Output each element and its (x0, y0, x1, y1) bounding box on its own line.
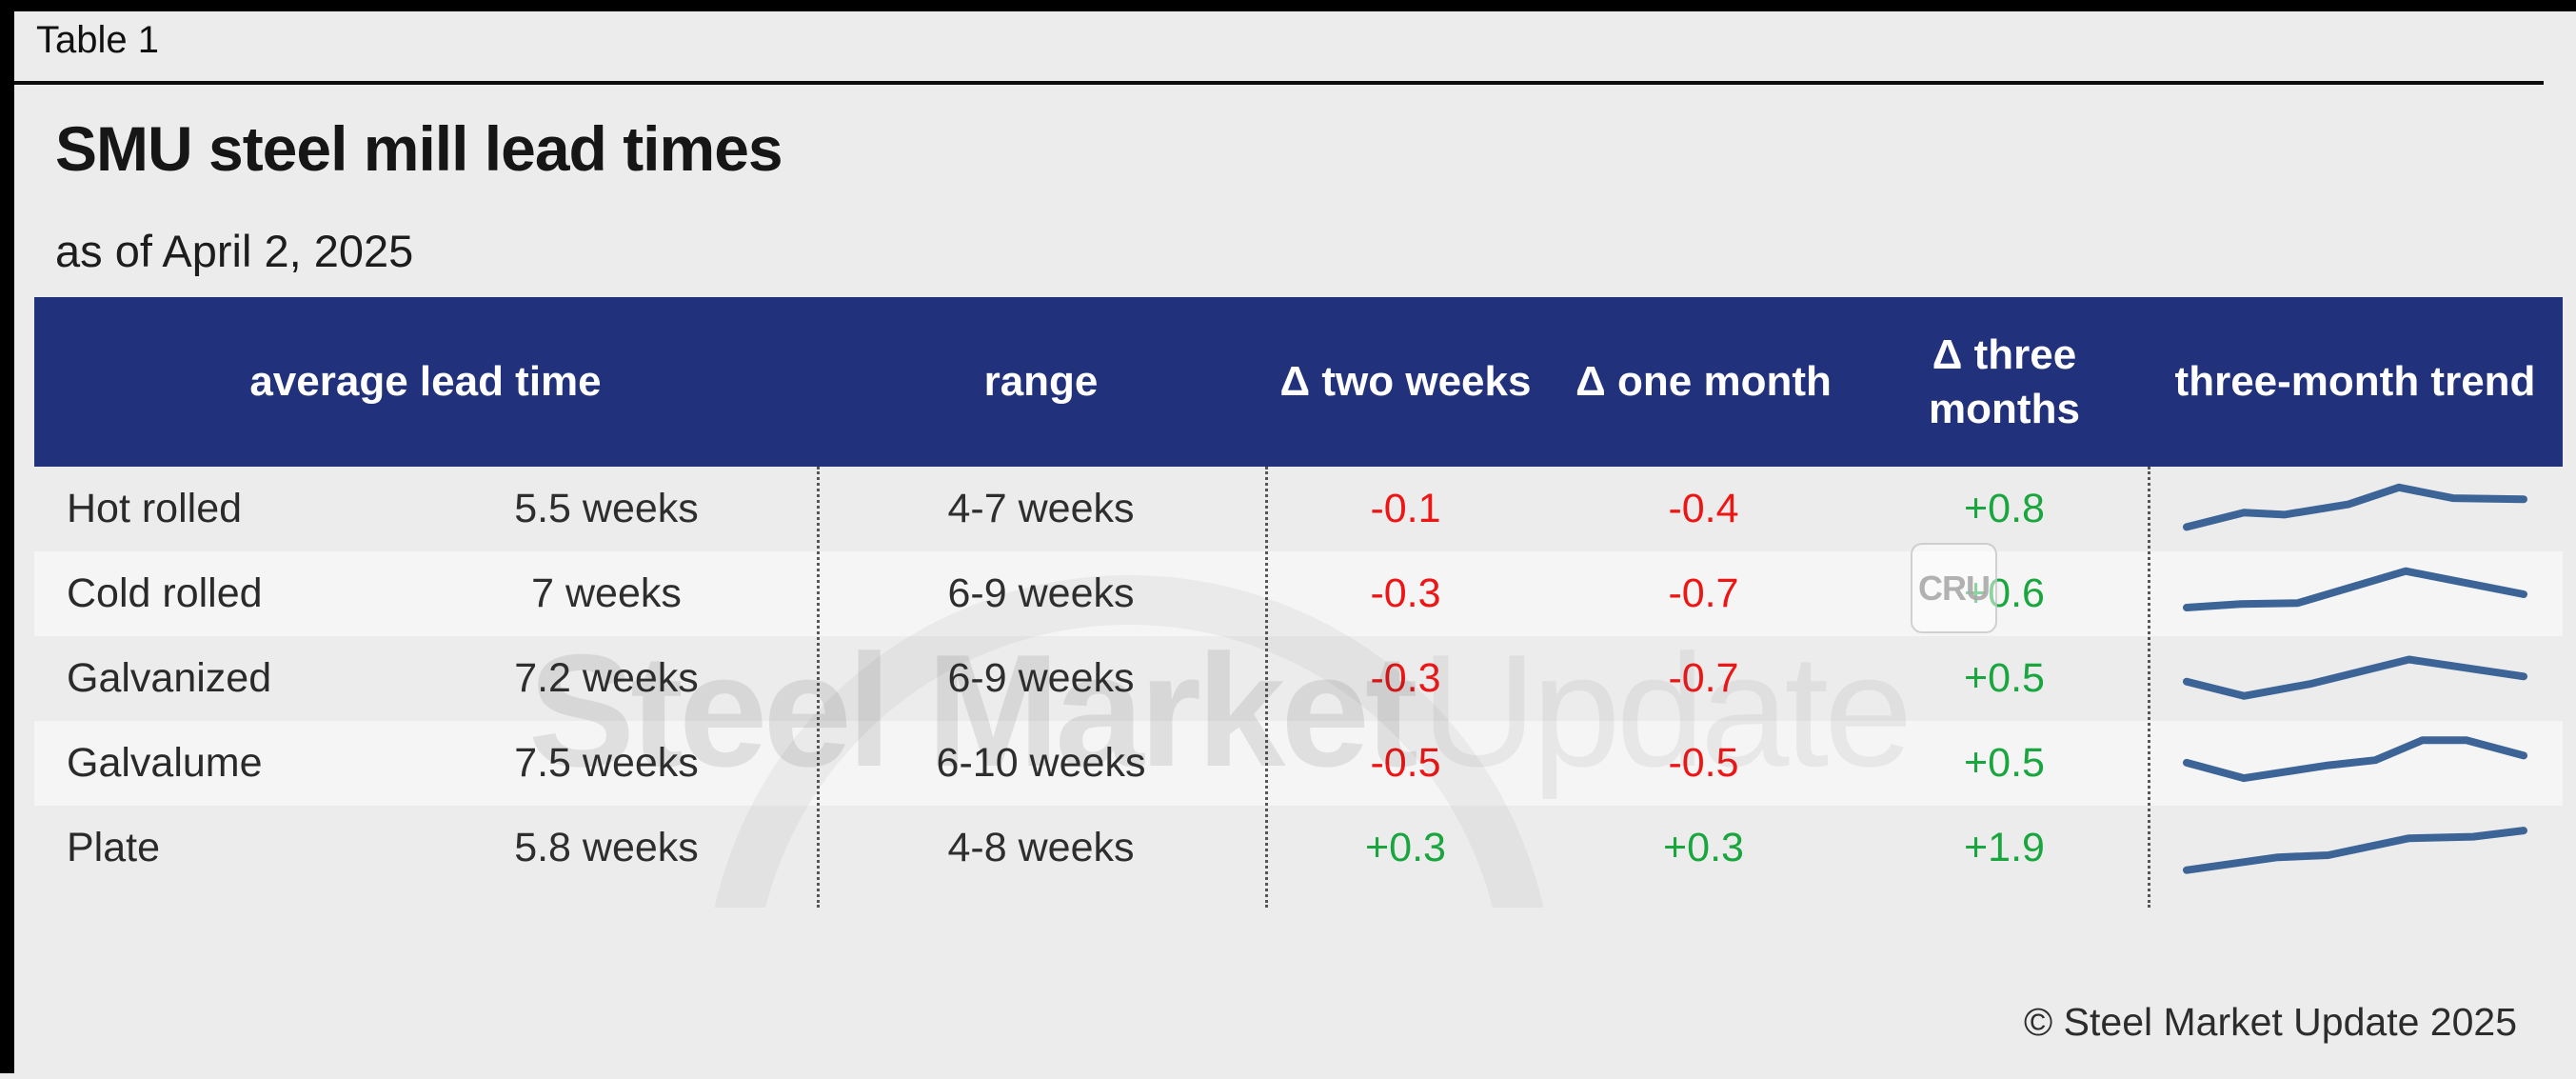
product-name-cell: Hot rolled (67, 486, 243, 531)
trend-cell (2148, 806, 2563, 890)
table-row: Hot rolled 5.5 weeks 4-7 weeks -0.1 -0.4 +0.8 (34, 467, 2563, 551)
top-frame-bar (0, 0, 2576, 11)
column-separator (817, 467, 820, 908)
trend-cell (2148, 551, 2563, 636)
range-cell: 6-9 weeks (947, 570, 1135, 616)
page-title: SMU steel mill lead times (55, 113, 783, 184)
column-separator (1265, 467, 1268, 908)
copyright-credit: © Steel Market Update 2025 (2024, 1000, 2517, 1044)
trend-cell (2148, 636, 2563, 721)
range-cell: 4-7 weeks (947, 486, 1135, 531)
d1m-cell: -0.7 (1668, 570, 1739, 616)
d2w-cell: -0.3 (1370, 655, 1441, 701)
column-separator (2148, 467, 2150, 908)
col-header-delta-three-months: Δ three months (1929, 330, 2080, 432)
col-header-three-month-trend: three-month trend (2174, 358, 2536, 406)
d3m-cell: +0.8 (1964, 486, 2045, 531)
range-cell: 6-9 weeks (947, 655, 1135, 701)
d2w-cell: +0.3 (1365, 825, 1446, 870)
col-header-delta-two-weeks: Δ two weeks (1279, 358, 1532, 406)
left-frame-bar (0, 0, 14, 1073)
col-header-delta-one-month: Δ one month (1575, 358, 1832, 406)
d3m-cell: +0.5 (1964, 740, 2045, 786)
avg-cell: 5.8 weeks (514, 825, 699, 870)
range-cell: 4-8 weeks (947, 825, 1135, 870)
table-header-row: average lead time range Δ two weeks Δ on… (34, 297, 2563, 467)
product-name-cell: Galvalume (67, 740, 263, 786)
trend-cell (2148, 467, 2563, 551)
range-cell: 6-10 weeks (936, 740, 1146, 786)
page-subtitle: as of April 2, 2025 (55, 226, 414, 276)
lead-times-table: average lead time range Δ two weeks Δ on… (34, 297, 2563, 908)
d1m-cell: -0.4 (1668, 486, 1739, 531)
d3m-cell: +0.5 (1964, 655, 2045, 701)
col-header-average-lead-time: average lead time (249, 358, 602, 406)
avg-cell: 7 weeks (531, 570, 682, 616)
trend-sparkline-icon (2183, 735, 2527, 782)
product-name-cell: Cold rolled (67, 570, 263, 616)
table-body: Hot rolled 5.5 weeks 4-7 weeks -0.1 -0.4 +0.8… (34, 467, 2563, 908)
table-tag: Table 1 (36, 19, 159, 61)
d3m-cell: +0.6 (1964, 570, 2045, 616)
trend-sparkline-icon (2183, 655, 2527, 700)
trend-sparkline-icon (2183, 567, 2527, 611)
trend-sparkline-icon (2183, 483, 2527, 530)
trend-cell (2148, 721, 2563, 806)
tag-rule-divider (14, 81, 2544, 85)
d2w-cell: -0.1 (1370, 486, 1441, 531)
avg-cell: 5.5 weeks (514, 486, 699, 531)
col-header-range: range (983, 358, 1099, 406)
d1m-cell: -0.7 (1668, 655, 1739, 701)
d2w-cell: -0.5 (1370, 740, 1441, 786)
product-name-cell: Plate (67, 825, 161, 870)
trend-sparkline-icon (2183, 826, 2527, 874)
d3m-cell: +1.9 (1964, 825, 2045, 870)
table-row: Galvanized 7.2 weeks 6-9 weeks -0.3 -0.7 +0.5 (34, 636, 2563, 721)
d1m-cell: -0.5 (1668, 740, 1739, 786)
product-name-cell: Galvanized (67, 655, 272, 701)
table-row: Galvalume 7.5 weeks 6-10 weeks -0.5 -0.5 +0.5 (34, 721, 2563, 806)
avg-cell: 7.2 weeks (514, 655, 699, 701)
table-row: Cold rolled 7 weeks 6-9 weeks -0.3 -0.7 +0.6 (34, 551, 2563, 636)
table-row: Plate 5.8 weeks 4-8 weeks +0.3 +0.3 +1.9 (34, 806, 2563, 890)
d2w-cell: -0.3 (1370, 570, 1441, 616)
avg-cell: 7.5 weeks (514, 740, 699, 786)
d1m-cell: +0.3 (1663, 825, 1744, 870)
